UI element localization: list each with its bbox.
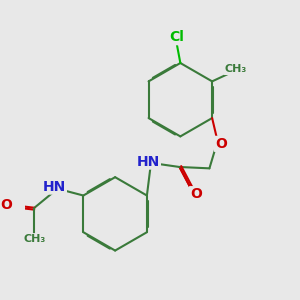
Text: O: O [0, 198, 12, 212]
Text: HN: HN [136, 154, 160, 169]
Text: Cl: Cl [169, 30, 184, 44]
Text: CH₃: CH₃ [23, 234, 46, 244]
Text: HN: HN [43, 180, 66, 194]
Text: O: O [190, 187, 202, 201]
Text: CH₃: CH₃ [225, 64, 247, 74]
Text: O: O [215, 137, 227, 151]
